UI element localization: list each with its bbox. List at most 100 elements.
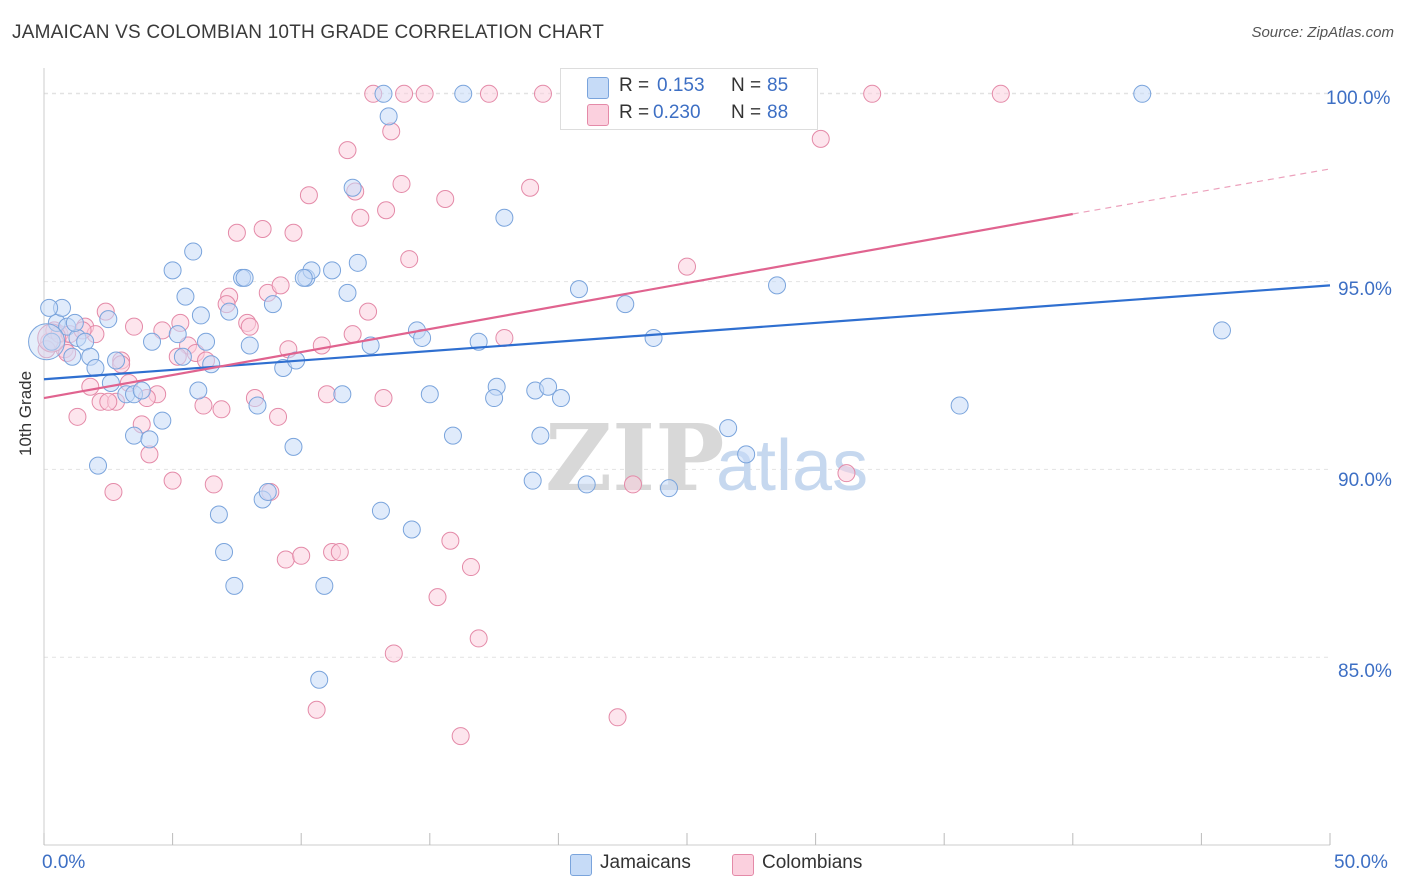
data-point <box>768 276 787 295</box>
data-point <box>644 328 663 347</box>
data-point <box>209 505 228 524</box>
legend-n-value: 88 <box>767 102 789 123</box>
legend-n-value: 85 <box>767 75 789 96</box>
data-point <box>343 178 362 197</box>
jamaicans-points <box>28 84 1231 689</box>
data-point <box>63 347 82 366</box>
data-point <box>99 310 118 329</box>
axes <box>43 68 1331 846</box>
colombians-points <box>37 84 1010 746</box>
data-point <box>143 332 162 351</box>
legend-r-label: R = <box>619 75 650 96</box>
data-point <box>317 385 336 404</box>
data-point <box>659 479 678 498</box>
data-point <box>99 392 118 411</box>
data-point <box>299 186 318 205</box>
data-point <box>227 223 246 242</box>
legend-swatch-jamaicans <box>570 854 592 876</box>
trend-line-colombians <box>43 212 1073 400</box>
data-point <box>678 257 696 276</box>
legend-r-label: R = <box>619 102 650 123</box>
y-tick-label-100: 100.0% <box>1326 88 1391 109</box>
data-point <box>81 377 100 396</box>
data-point <box>168 325 187 344</box>
data-point <box>351 208 370 227</box>
data-point <box>811 129 830 148</box>
data-point <box>315 576 334 595</box>
data-point <box>140 430 159 449</box>
x-tick-label-min: 0.0% <box>42 852 86 873</box>
data-point <box>271 276 290 295</box>
data-point <box>263 295 282 314</box>
data-point <box>469 332 488 351</box>
data-point <box>623 475 642 494</box>
data-point <box>173 347 192 366</box>
data-point <box>235 268 254 287</box>
data-point <box>125 317 144 336</box>
data-point <box>415 84 434 103</box>
data-point <box>359 302 378 321</box>
data-point <box>343 325 362 344</box>
data-point <box>454 84 473 103</box>
grid-lines <box>44 92 1330 658</box>
data-point <box>204 475 223 494</box>
data-point <box>400 250 419 269</box>
data-point <box>107 351 126 370</box>
data-point <box>577 475 596 494</box>
data-point <box>140 445 159 464</box>
data-point <box>292 546 311 565</box>
data-point <box>323 261 342 280</box>
data-point <box>737 445 756 464</box>
watermark-zip: ZIP <box>545 404 724 512</box>
trend-line-jamaicans <box>43 284 1331 381</box>
data-point <box>248 396 267 415</box>
data-point <box>523 471 542 490</box>
data-point <box>189 381 208 400</box>
data-point <box>333 385 352 404</box>
data-point <box>608 708 627 727</box>
legend-r-value: 0.230 <box>653 102 701 123</box>
legend-n-label: N = <box>731 102 762 123</box>
data-point <box>312 336 331 355</box>
data-point <box>253 220 272 239</box>
data-point <box>469 629 488 648</box>
data-point <box>163 471 182 490</box>
data-point <box>1133 84 1152 103</box>
data-point <box>215 543 234 562</box>
data-point <box>531 426 550 445</box>
data-point <box>40 298 59 317</box>
data-point <box>153 411 172 430</box>
data-point <box>194 396 213 415</box>
y-tick-label-90: 90.0% <box>1338 470 1392 491</box>
data-point <box>184 242 203 261</box>
data-point <box>240 336 259 355</box>
data-point <box>197 332 216 351</box>
data-point <box>495 208 514 227</box>
data-point <box>284 437 303 456</box>
legend-n-label: N = <box>731 75 762 96</box>
data-point-cluster <box>28 323 66 361</box>
data-point <box>402 520 421 539</box>
data-point <box>441 531 460 550</box>
data-point <box>991 84 1010 103</box>
data-point <box>533 84 552 103</box>
legend-swatch-blue <box>587 77 609 99</box>
data-point <box>348 253 367 272</box>
data-point <box>863 84 882 103</box>
data-point <box>485 389 504 408</box>
data-point <box>479 84 498 103</box>
data-point <box>307 700 326 719</box>
x-tick-label-max: 50.0% <box>1334 852 1388 873</box>
data-point <box>384 644 403 663</box>
trend-lines <box>43 168 1331 400</box>
chart-title: JAMAICAN VS COLOMBIAN 10TH GRADE CORRELA… <box>12 22 605 43</box>
y-tick-label-85: 85.0% <box>1338 661 1392 682</box>
data-point <box>338 283 357 302</box>
y-tick-label-95: 95.0% <box>1338 279 1392 300</box>
data-point <box>276 550 295 569</box>
data-point <box>521 178 540 197</box>
data-point <box>428 588 447 607</box>
legend-label-jamaicans: Jamaicans <box>600 852 691 873</box>
data-point <box>379 107 398 126</box>
